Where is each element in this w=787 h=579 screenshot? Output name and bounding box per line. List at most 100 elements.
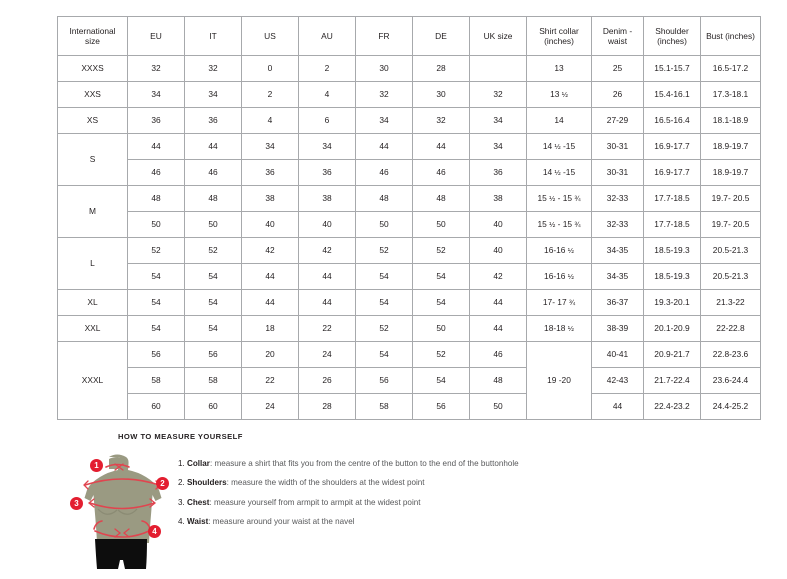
cell-au: 26 [298, 367, 356, 394]
measure-step-collar: 1. Collar: measure a shirt that fits you… [178, 459, 519, 470]
cell-it: 50 [184, 211, 242, 238]
cell-us: 0 [241, 55, 299, 82]
how-to-measure-section: HOW TO MEASURE YOURSELF [70, 432, 778, 579]
cell-it: 60 [184, 393, 242, 420]
cell-denim: 30-31 [591, 159, 644, 186]
table-row: XS 36 36 4 6 34 32 34 14 27-29 16.5-16.4 18.1-18.9 [57, 107, 761, 134]
cell-au: 22 [298, 315, 356, 342]
cell-denim: 44 [591, 393, 644, 420]
size-label-L: L [57, 237, 128, 290]
cell-fr: 32 [355, 81, 413, 108]
cell-bust: 18.1-18.9 [700, 107, 761, 134]
cell-collar: 16-16 ½ [526, 263, 592, 290]
column-header-uk-size: UK size [469, 16, 527, 56]
cell-uk: 48 [469, 367, 527, 394]
column-header-fr: FR [355, 16, 413, 56]
table-row: M 48 48 38 38 48 48 38 15 ½ - 15 ¾ 32-33 17.7-18.5… [57, 185, 761, 238]
cell-fr: 58 [355, 393, 413, 420]
cell-fr: 34 [355, 107, 413, 134]
cell-denim: 40-41 [591, 341, 644, 368]
column-header-shoulder-inches: Shoulder (inches) [643, 16, 701, 56]
column-header-denim-waist: Denim - waist [591, 16, 644, 56]
cell-collar: 13 [526, 55, 592, 82]
cell-bust: 16.5-17.2 [700, 55, 761, 82]
cell-bust: 20.5-21.3 [700, 263, 761, 290]
cell-collar: 16-16 ½ [526, 237, 592, 264]
column-header-it: IT [184, 16, 242, 56]
cell-denim: 26 [591, 81, 644, 108]
measure-step-shoulders: 2. Shoulders: measure the width of the s… [178, 478, 519, 489]
cell-uk: 46 [469, 341, 527, 368]
column-header-shirt-collar-inches: Shirt collar (inches) [526, 16, 592, 56]
cell-eu: 54 [127, 315, 185, 342]
cell-shoulder: 18.5-19.3 [643, 263, 701, 290]
measure-step-chest: 3. Chest: measure yourself from armpit t… [178, 498, 519, 509]
cell-uk: 40 [469, 211, 527, 238]
cell-eu: 50 [127, 211, 185, 238]
cell-it: 56 [184, 341, 242, 368]
cell-fr: 54 [355, 263, 413, 290]
cell-shoulder: 19.3-20.1 [643, 289, 701, 316]
cell-us: 20 [241, 341, 299, 368]
cell-shoulder: 20.1-20.9 [643, 315, 701, 342]
cell-bust: 24.4-25.2 [700, 393, 761, 420]
cell-eu: 54 [127, 289, 185, 316]
cell-uk: 34 [469, 107, 527, 134]
table-row: 60 60 24 28 58 56 50 44 22.4-23.2 24.4-25.2 [58, 393, 761, 420]
step-number: 2. [178, 478, 185, 488]
step-text: : measure a shirt that fits you from the… [209, 459, 519, 468]
cell-denim: 42-43 [591, 367, 644, 394]
measure-steps-list: 1. Collar: measure a shirt that fits you… [178, 449, 519, 537]
cell-it: 54 [184, 263, 242, 290]
cell-denim: 34-35 [591, 263, 644, 290]
cell-us: 38 [241, 185, 299, 212]
column-header-bust-inches: Bust (inches) [700, 16, 761, 56]
cell-fr: 50 [355, 211, 413, 238]
cell-collar: 17- 17 ¾ [526, 289, 592, 316]
cell-eu: 48 [127, 185, 185, 212]
cell-us: 4 [241, 107, 299, 134]
cell-de: 32 [412, 107, 470, 134]
cell-us: 36 [241, 159, 299, 186]
table-row: S 44 44 34 34 44 44 34 14 ½ -15 30-31 16.9-17.7 18.… [57, 133, 761, 186]
cell-au: 44 [298, 289, 356, 316]
cell-it: 54 [184, 315, 242, 342]
cell-uk: 42 [469, 263, 527, 290]
cell-fr: 52 [355, 237, 413, 264]
size-label-XXXL: XXXL [57, 341, 128, 420]
cell-uk [469, 55, 527, 82]
cell-shoulder: 21.7-22.4 [643, 367, 701, 394]
step-number: 3. [178, 497, 185, 507]
cell-au: 2 [298, 55, 356, 82]
badge-2: 2 [156, 477, 169, 490]
cell-us: 2 [241, 81, 299, 108]
size-label-XXS: XXS [57, 81, 128, 108]
cell-collar: 13 ½ [526, 81, 592, 108]
cell-denim: 38-39 [591, 315, 644, 342]
cell-it: 36 [184, 107, 242, 134]
cell-denim: 27-29 [591, 107, 644, 134]
cell-de: 50 [412, 315, 470, 342]
size-label-S: S [57, 133, 128, 186]
cell-shoulder: 15.1-15.7 [643, 55, 701, 82]
cell-bust: 18.9-19.7 [700, 133, 761, 160]
table-row: 50 50 40 40 50 50 40 15 ½ - 15 ¾ 32-33 17.7-18.5 1… [58, 211, 761, 238]
table-row: XXXL 56 56 20 24 54 52 46 19 -20 40-41 20.9-21.7 22… [57, 341, 761, 420]
size-label-XS: XS [57, 107, 128, 134]
cell-us: 44 [241, 263, 299, 290]
step-text: : measure around your waist at the navel [208, 517, 355, 527]
cell-bust: 18.9-19.7 [700, 159, 761, 186]
cell-it: 54 [184, 289, 242, 316]
cell-fr: 46 [355, 159, 413, 186]
measure-step-waist: 4. Waist: measure around your waist at t… [178, 517, 519, 528]
cell-eu: 34 [127, 81, 185, 108]
table-row: 46 46 36 36 46 46 36 14 ½ -15 30-31 16.9-17.7 18.9… [58, 159, 761, 186]
cell-au: 36 [298, 159, 356, 186]
cell-de: 48 [412, 185, 470, 212]
table-row: XL 54 54 44 44 54 54 44 17- 17 ¾ 36-37 19.3-20.1 21… [57, 289, 761, 316]
cell-it: 44 [184, 133, 242, 160]
cell-au: 42 [298, 237, 356, 264]
cell-eu: 46 [127, 159, 185, 186]
step-term: Waist [187, 517, 209, 527]
torso-measurement-figure: 1 2 3 4 [68, 451, 176, 579]
